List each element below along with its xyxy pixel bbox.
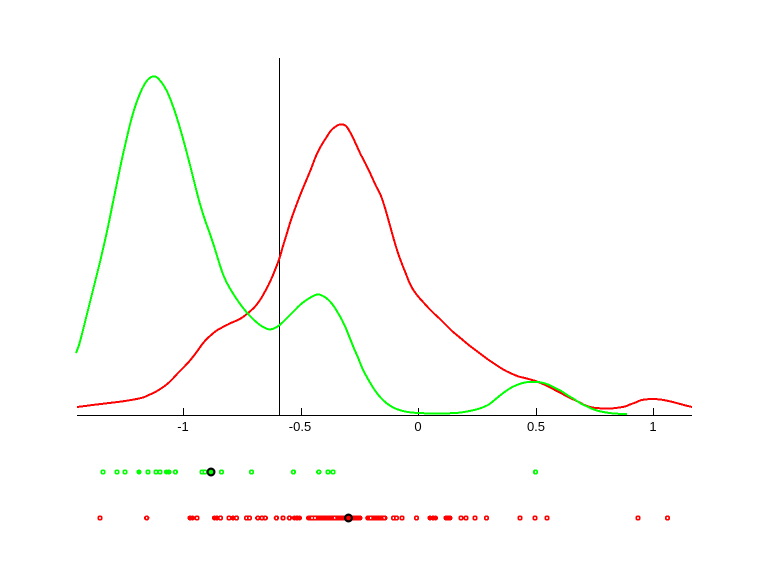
svg-text:-0.5: -0.5 xyxy=(289,419,311,434)
svg-text:-1: -1 xyxy=(177,419,189,434)
svg-text:0: 0 xyxy=(414,419,421,434)
svg-text:0.5: 0.5 xyxy=(527,419,545,434)
svg-text:1: 1 xyxy=(649,419,656,434)
